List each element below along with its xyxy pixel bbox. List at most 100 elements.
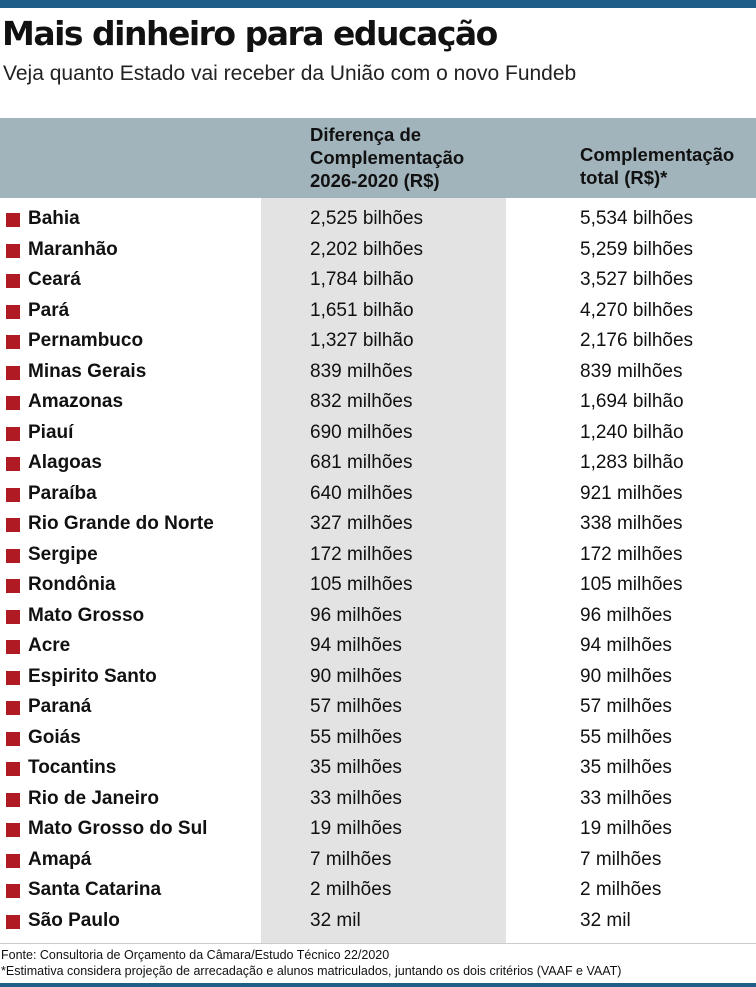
state-name: Piauí	[28, 421, 74, 443]
total-value: 5,259 bilhões	[580, 238, 694, 260]
table-row: Goiás 55 milhões 55 milhões	[0, 724, 756, 755]
table-row: Santa Catarina 2 milhões 2 milhões	[0, 876, 756, 907]
table-row: Mato Grosso 96 milhões 96 milhões	[0, 602, 756, 633]
bottom-accent-bar	[0, 983, 756, 987]
top-accent-bar	[0, 0, 756, 8]
difference-value: 7 milhões	[310, 848, 392, 870]
table-row: Rondônia 105 milhões 105 milhões	[0, 571, 756, 602]
total-value: 35 milhões	[580, 757, 672, 778]
difference-value: 57 milhões	[310, 696, 402, 717]
table-row: Alagoas 681 milhões 1,283 bilhão	[0, 449, 756, 480]
state-name: Acre	[28, 635, 71, 656]
square-bullet-icon	[6, 457, 20, 471]
footnote: *Estimativa considera projeção de arreca…	[1, 964, 622, 978]
footer-divider	[0, 943, 756, 944]
difference-value: 1,784 bilhão	[310, 269, 414, 290]
square-bullet-icon	[6, 518, 20, 532]
square-bullet-icon	[6, 823, 20, 837]
state-name: Mato Grosso	[28, 604, 145, 626]
total-value: 1,694 bilhão	[580, 391, 684, 412]
total-value: 96 milhões	[580, 604, 672, 626]
state-name: Pernambuco	[28, 330, 144, 351]
difference-value: 105 milhões	[310, 574, 413, 595]
square-bullet-icon	[6, 670, 20, 685]
table-row: Pernambuco 1,327 bilhão 2,176 bilhões	[0, 327, 756, 358]
table-header: Diferença de Complementação 2026-2020 (R…	[0, 118, 756, 198]
total-value: 19 milhões	[580, 818, 672, 839]
state-name: Goiás	[28, 726, 81, 748]
difference-value: 94 milhões	[310, 635, 402, 656]
header-difference: Diferença de Complementação 2026-2020 (R…	[310, 124, 465, 191]
state-name: Espirito Santo	[28, 665, 157, 687]
difference-value: 681 milhões	[310, 452, 413, 473]
difference-value: 690 milhões	[310, 421, 413, 443]
difference-value: 90 milhões	[310, 665, 402, 687]
table-row: Pará 1,651 bilhão 4,270 bilhões	[0, 297, 756, 328]
state-name: São Paulo	[28, 909, 120, 931]
square-bullet-icon	[6, 792, 20, 807]
page-title: Mais dinheiro para educação	[2, 14, 498, 53]
square-bullet-icon	[6, 609, 20, 624]
square-bullet-icon	[6, 213, 20, 227]
state-name: Bahia	[28, 208, 80, 229]
difference-value: 1,651 bilhão	[310, 299, 414, 321]
table-row: Bahia 2,525 bilhões 5,534 bilhões	[0, 205, 756, 236]
state-name: Maranhão	[28, 238, 118, 260]
square-bullet-icon	[6, 762, 20, 776]
state-name: Paraíba	[28, 482, 97, 504]
table-row: Paraná 57 milhões 57 milhões	[0, 693, 756, 724]
column-shade	[261, 198, 506, 943]
square-bullet-icon	[6, 853, 20, 868]
table-row: Acre 94 milhões 94 milhões	[0, 632, 756, 663]
difference-value: 35 milhões	[310, 757, 402, 778]
state-name: Paraná	[28, 696, 92, 717]
difference-value: 2,202 bilhões	[310, 238, 424, 260]
table-row: Sergipe 172 milhões 172 milhões	[0, 541, 756, 572]
table-row: Rio de Janeiro 33 milhões 33 milhões	[0, 785, 756, 816]
total-value: 338 milhões	[580, 513, 683, 534]
state-name: Rio de Janeiro	[28, 787, 159, 809]
table-row: Mato Grosso do Sul 19 milhões 19 milhões	[0, 815, 756, 846]
table-row: Rio Grande do Norte 327 milhões 338 milhõe…	[0, 510, 756, 541]
total-value: 90 milhões	[580, 665, 672, 687]
state-name: Pará	[28, 299, 70, 321]
square-bullet-icon	[6, 304, 20, 319]
total-value: 1,240 bilhão	[580, 421, 684, 443]
table-row: São Paulo 32 mil 32 mil	[0, 907, 756, 938]
difference-value: 1,327 bilhão	[310, 330, 414, 351]
table-row: Tocantins 35 milhões 35 milhões	[0, 754, 756, 785]
square-bullet-icon	[6, 335, 20, 349]
table-row: Ceará 1,784 bilhão 3,527 bilhões	[0, 266, 756, 297]
difference-value: 32 mil	[310, 909, 361, 931]
state-name: Alagoas	[28, 452, 102, 473]
square-bullet-icon	[6, 640, 20, 654]
difference-value: 832 milhões	[310, 391, 413, 412]
difference-value: 33 milhões	[310, 787, 402, 809]
page-subtitle: Veja quanto Estado vai receber da União …	[3, 62, 577, 85]
total-value: 55 milhões	[580, 726, 672, 748]
square-bullet-icon	[6, 396, 20, 410]
difference-value: 2,525 bilhões	[310, 208, 424, 229]
total-value: 1,283 bilhão	[580, 452, 684, 473]
table-row: Piauí 690 milhões 1,240 bilhão	[0, 419, 756, 450]
difference-value: 96 milhões	[310, 604, 402, 626]
state-name: Rondônia	[28, 574, 116, 595]
difference-value: 2 milhões	[310, 879, 392, 900]
state-name: Minas Gerais	[28, 360, 147, 382]
total-value: 839 milhões	[580, 360, 683, 382]
difference-value: 55 milhões	[310, 726, 402, 748]
difference-value: 19 milhões	[310, 818, 402, 839]
state-name: Mato Grosso do Sul	[28, 818, 208, 839]
square-bullet-icon	[6, 884, 20, 898]
total-value: 2,176 bilhões	[580, 330, 694, 351]
table-row: Maranhão 2,202 bilhões 5,259 bilhões	[0, 236, 756, 267]
square-bullet-icon	[6, 274, 20, 288]
square-bullet-icon	[6, 731, 20, 746]
state-name: Tocantins	[28, 757, 117, 778]
table-body: Bahia 2,525 bilhões 5,534 bilhões Maranhão 2…	[0, 205, 756, 937]
difference-value: 327 milhões	[310, 513, 413, 534]
square-bullet-icon	[6, 487, 20, 502]
source-note: Fonte: Consultoria de Orçamento da Câmar…	[1, 948, 390, 962]
total-value: 57 milhões	[580, 696, 672, 717]
square-bullet-icon	[6, 548, 20, 563]
